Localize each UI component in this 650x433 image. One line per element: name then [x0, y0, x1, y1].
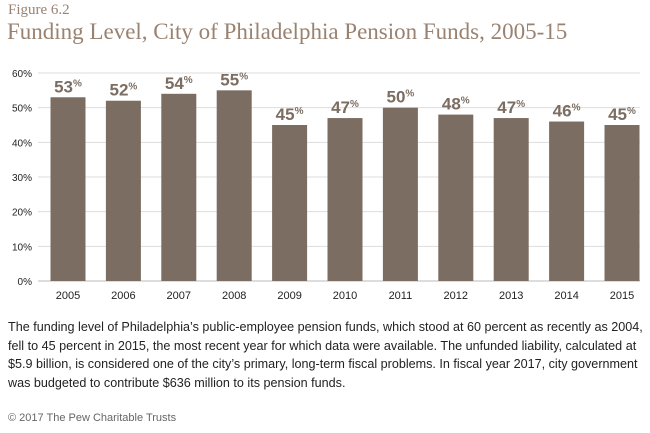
- bar: [161, 93, 197, 281]
- chart-title: Funding Level, City of Philadelphia Pens…: [7, 19, 568, 44]
- y-tick-label: 50%: [12, 104, 32, 115]
- bar: [549, 121, 585, 282]
- bar: [216, 90, 252, 281]
- bar: [272, 125, 308, 281]
- data-label: 47%: [497, 98, 525, 117]
- y-tick-label: 60%: [12, 69, 32, 80]
- data-label: 54%: [165, 74, 193, 93]
- y-tick-label: 30%: [12, 173, 32, 184]
- x-tick-label: 2007: [167, 290, 191, 302]
- x-tick-label: 2014: [554, 290, 578, 302]
- data-label: 53%: [54, 77, 82, 96]
- data-label: 45%: [608, 105, 636, 124]
- bar: [327, 118, 363, 281]
- data-label: 48%: [442, 95, 470, 114]
- x-tick-label: 2006: [111, 290, 135, 302]
- description: The funding level of Philadelphia’s publ…: [8, 320, 643, 390]
- x-tick-label: 2008: [222, 290, 246, 302]
- y-tick-label: 10%: [12, 242, 32, 253]
- data-label: 55%: [220, 70, 248, 89]
- bar: [382, 107, 418, 281]
- y-tick-label: 0%: [18, 277, 33, 288]
- data-label: 47%: [331, 98, 359, 117]
- data-label: 45%: [276, 105, 304, 124]
- x-tick-label: 2015: [610, 290, 634, 302]
- figure-label: Figure 6.2: [8, 2, 70, 18]
- data-label: 46%: [553, 102, 581, 121]
- bar: [604, 125, 640, 281]
- data-label: 52%: [109, 81, 137, 100]
- y-tick-label: 40%: [12, 138, 32, 149]
- x-tick-label: 2012: [444, 290, 468, 302]
- x-tick-label: 2009: [277, 290, 301, 302]
- bar: [105, 100, 141, 281]
- y-tick-label: 20%: [12, 208, 32, 219]
- copyright: © 2017 The Pew Charitable Trusts: [8, 412, 177, 424]
- data-label: 50%: [386, 88, 414, 107]
- x-tick-label: 2010: [333, 290, 357, 302]
- x-tick-label: 2013: [499, 290, 523, 302]
- x-tick-label: 2011: [389, 290, 413, 302]
- bar-chart: 0% 10% 20% 30% 40% 50% 60% 53% 2005 52% 2006 54% 200…: [12, 69, 640, 302]
- bar: [493, 118, 529, 281]
- bar: [50, 97, 86, 281]
- bar: [438, 114, 474, 281]
- x-tick-label: 2005: [56, 290, 80, 302]
